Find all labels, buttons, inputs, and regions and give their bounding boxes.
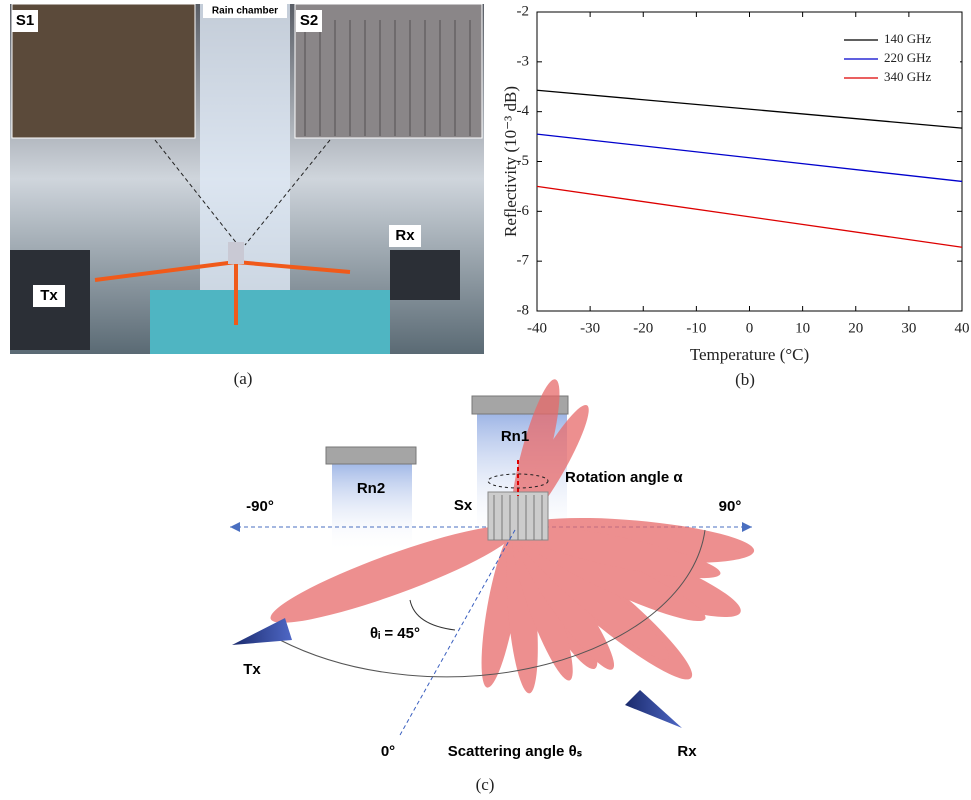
label: Scattering angle θₛ — [448, 743, 583, 760]
caption: (a) — [234, 369, 253, 388]
diagram: Rn1 Rn2 Sx Rotation angle α -90° 90° θᵢ … — [230, 376, 756, 760]
figure: S1 S2 Rain chamber Tx Rx (a) -40-30-20-1… — [0, 0, 971, 800]
label: S2 — [300, 12, 318, 29]
x-tick-label: 40 — [955, 320, 970, 336]
y-tick-label: -2 — [517, 3, 530, 19]
label: Tx — [40, 287, 58, 304]
label: Sx — [454, 497, 473, 514]
y-axis-label: Reflectivity (10⁻³ dB) — [501, 86, 520, 237]
y-tick-label: -7 — [517, 253, 530, 269]
label: Rx — [395, 227, 415, 244]
x-tick-label: -20 — [633, 320, 653, 336]
photo: S1 S2 Rain chamber Tx Rx — [10, 4, 484, 354]
label: S1 — [16, 12, 34, 29]
label: Rn1 — [501, 428, 529, 445]
label: θᵢ = 45° — [370, 625, 420, 642]
series-line — [537, 90, 962, 128]
legend-label: 140 GHz — [884, 31, 932, 46]
caption: (c) — [476, 775, 495, 794]
series-line — [537, 134, 962, 181]
x-tick-label: 0 — [746, 320, 754, 336]
label: Rx — [677, 743, 697, 760]
label: -90° — [246, 498, 274, 515]
label: Tx — [243, 661, 261, 678]
x-axis-label: Temperature (°C) — [690, 345, 809, 364]
legend-label: 220 GHz — [884, 50, 932, 65]
label: Rn2 — [357, 480, 385, 497]
x-tick-label: 30 — [901, 320, 916, 336]
x-tick-label: 20 — [848, 320, 863, 336]
y-tick-label: -3 — [517, 53, 530, 69]
series-line — [537, 186, 962, 247]
caption: (b) — [735, 370, 755, 389]
label: Rain chamber — [212, 6, 278, 17]
x-tick-label: -10 — [686, 320, 706, 336]
legend-label: 340 GHz — [884, 69, 932, 84]
label: Rotation angle α — [565, 469, 683, 486]
label: 90° — [719, 498, 742, 515]
x-tick-label: -30 — [580, 320, 600, 336]
x-tick-label: -40 — [527, 320, 547, 336]
x-tick-label: 10 — [795, 320, 810, 336]
y-tick-label: -8 — [517, 302, 530, 318]
label: 0° — [381, 743, 395, 760]
